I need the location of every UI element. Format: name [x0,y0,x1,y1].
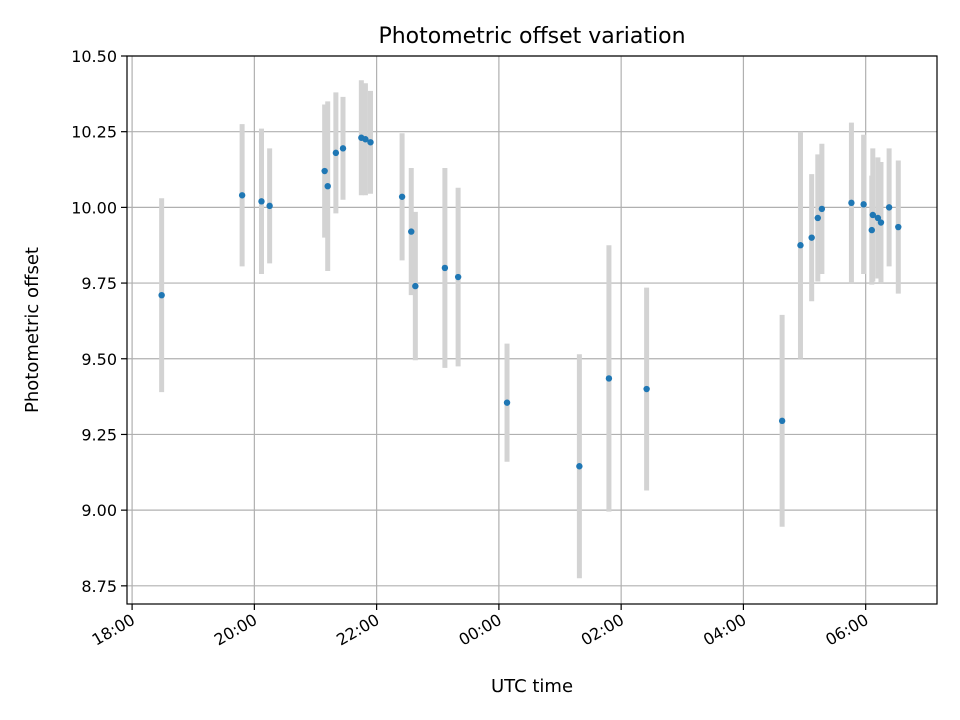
y-tick-label: 9.50 [81,350,117,369]
data-point [860,201,867,208]
data-point [895,223,902,231]
data-point [808,234,815,241]
y-tick-label: 10.50 [71,47,117,66]
data-point [158,291,165,299]
y-tick-label: 10.00 [71,198,117,217]
plot-frame [126,55,938,605]
data-point [576,463,583,470]
data-point [339,145,347,152]
data-point [874,214,882,222]
data-point [332,149,340,157]
data-point [238,192,246,199]
data-point [818,205,826,213]
plot-area [127,56,937,604]
data-points [158,134,902,470]
y-axis-label: Photometric offset [22,247,43,413]
data-point [454,273,462,281]
data-point [398,193,406,200]
data-point [643,385,650,393]
data-point [885,204,893,211]
y-tick-label: 9.75 [81,274,117,293]
x-axis-label: UTC time [491,676,573,697]
chart-title: Photometric offset variation [378,24,685,49]
data-point [877,219,885,226]
data-point [778,417,786,425]
data-point [321,167,328,175]
data-point [869,211,877,219]
data-point [408,228,415,235]
data-point [258,198,265,205]
y-tick-label: 9.00 [81,501,117,520]
data-point [797,242,804,249]
data-point [503,399,511,406]
data-point [266,202,273,210]
data-point [367,139,374,146]
y-tick-label: 10.25 [71,123,117,142]
y-tick-label: 8.75 [81,577,117,596]
data-point [441,264,449,272]
data-point [868,226,875,234]
y-axis: 8.75 9.00 9.25 9.50 9.75 10.00 10.25 10.50 [71,47,127,596]
data-point [814,214,821,222]
data-point [848,199,855,207]
y-tick-label: 9.25 [81,425,117,444]
data-point [362,136,369,143]
data-point [412,282,419,290]
data-point [324,182,331,190]
data-point [605,375,613,382]
